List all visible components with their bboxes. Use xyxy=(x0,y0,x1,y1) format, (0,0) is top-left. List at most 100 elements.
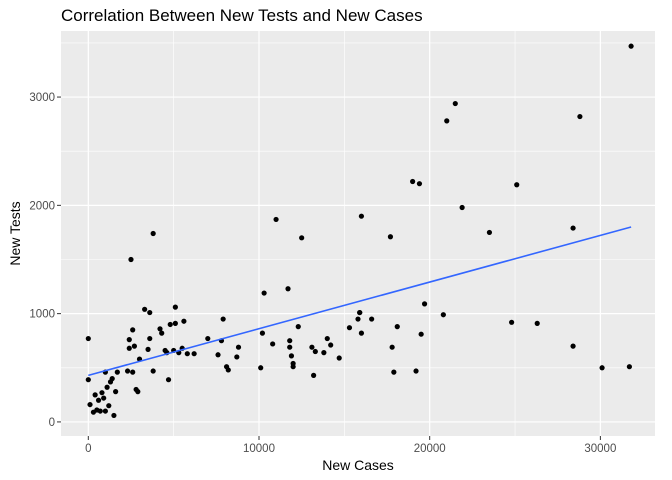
data-point xyxy=(258,365,264,371)
y-tick-label: 0 xyxy=(49,417,55,429)
data-point xyxy=(440,312,446,318)
data-point xyxy=(346,325,353,331)
data-point xyxy=(172,304,178,310)
data-point xyxy=(288,353,295,359)
data-point xyxy=(309,344,315,350)
data-point xyxy=(358,330,365,336)
chart-title: Correlation Between New Tests and New Ca… xyxy=(61,6,423,25)
data-point xyxy=(577,113,583,120)
data-point xyxy=(444,118,450,124)
data-point xyxy=(234,354,240,360)
x-tick-label: 20000 xyxy=(414,443,446,455)
data-point xyxy=(114,369,120,375)
data-point xyxy=(355,316,361,322)
data-point xyxy=(87,401,93,408)
data-point xyxy=(147,335,153,342)
data-point xyxy=(299,235,305,241)
data-point xyxy=(285,286,291,292)
data-point xyxy=(459,204,465,211)
y-axis-ticks: 0 1000 2000 3000 xyxy=(29,92,61,429)
data-point xyxy=(357,309,363,316)
data-point xyxy=(99,390,105,396)
data-point xyxy=(290,364,296,370)
data-point xyxy=(273,216,279,223)
data-point xyxy=(131,343,137,349)
data-point xyxy=(235,344,242,350)
data-point xyxy=(391,369,397,375)
data-point xyxy=(159,330,165,336)
data-point xyxy=(570,343,576,349)
data-point xyxy=(113,389,119,395)
data-points xyxy=(85,43,634,419)
x-tick-label: 10000 xyxy=(243,443,275,455)
data-point xyxy=(111,412,117,419)
data-point xyxy=(142,306,148,312)
data-point xyxy=(358,213,365,219)
data-point xyxy=(311,372,317,378)
data-point xyxy=(628,43,634,49)
data-point xyxy=(599,365,605,371)
data-point xyxy=(92,392,98,398)
data-point xyxy=(418,331,424,337)
data-point xyxy=(570,225,576,231)
data-point xyxy=(184,351,190,357)
data-point xyxy=(135,389,141,395)
data-point xyxy=(369,316,375,322)
x-tick-label: 30000 xyxy=(584,443,616,455)
y-tick-label: 2000 xyxy=(29,200,55,212)
minor-gridlines xyxy=(61,31,655,436)
data-point xyxy=(452,100,458,107)
data-point xyxy=(172,320,178,326)
data-point xyxy=(95,397,102,403)
data-point xyxy=(147,309,153,316)
data-point xyxy=(181,318,187,324)
data-point xyxy=(104,384,110,390)
y-axis-title: New Tests xyxy=(7,201,23,265)
data-point xyxy=(205,335,211,342)
data-point xyxy=(321,350,327,356)
data-point xyxy=(124,368,131,374)
data-point xyxy=(509,319,515,325)
data-point xyxy=(421,301,428,307)
data-point xyxy=(85,377,91,383)
data-point xyxy=(413,368,419,374)
data-point xyxy=(126,337,132,343)
data-point xyxy=(416,181,423,187)
data-point xyxy=(150,230,156,237)
data-point xyxy=(130,327,136,333)
data-point xyxy=(324,335,330,342)
data-point xyxy=(102,408,108,414)
plot-panel xyxy=(61,31,655,436)
data-point xyxy=(626,364,632,370)
data-point xyxy=(85,335,91,342)
data-point xyxy=(157,326,163,332)
data-point xyxy=(220,316,226,322)
data-point xyxy=(387,234,394,240)
data-point xyxy=(165,377,172,383)
data-point xyxy=(126,345,132,351)
data-point xyxy=(130,369,136,375)
trend-line xyxy=(88,226,632,377)
data-point xyxy=(215,352,221,358)
data-point xyxy=(101,395,107,401)
data-point xyxy=(287,338,293,344)
data-point xyxy=(336,355,342,361)
data-point xyxy=(225,367,231,373)
data-point xyxy=(191,351,197,357)
data-point xyxy=(270,341,276,347)
data-point xyxy=(410,178,416,185)
data-point xyxy=(261,290,267,296)
y-tick-label: 3000 xyxy=(29,92,55,104)
x-tick-label: 0 xyxy=(85,443,91,455)
data-point xyxy=(106,403,112,409)
data-point xyxy=(259,330,266,336)
data-point xyxy=(97,408,103,414)
data-point xyxy=(109,376,115,382)
data-point xyxy=(534,320,540,326)
y-tick-label: 1000 xyxy=(29,309,55,321)
data-point xyxy=(295,324,301,330)
data-point xyxy=(145,346,151,352)
data-point xyxy=(287,344,293,350)
x-axis-title: New Cases xyxy=(322,457,394,473)
